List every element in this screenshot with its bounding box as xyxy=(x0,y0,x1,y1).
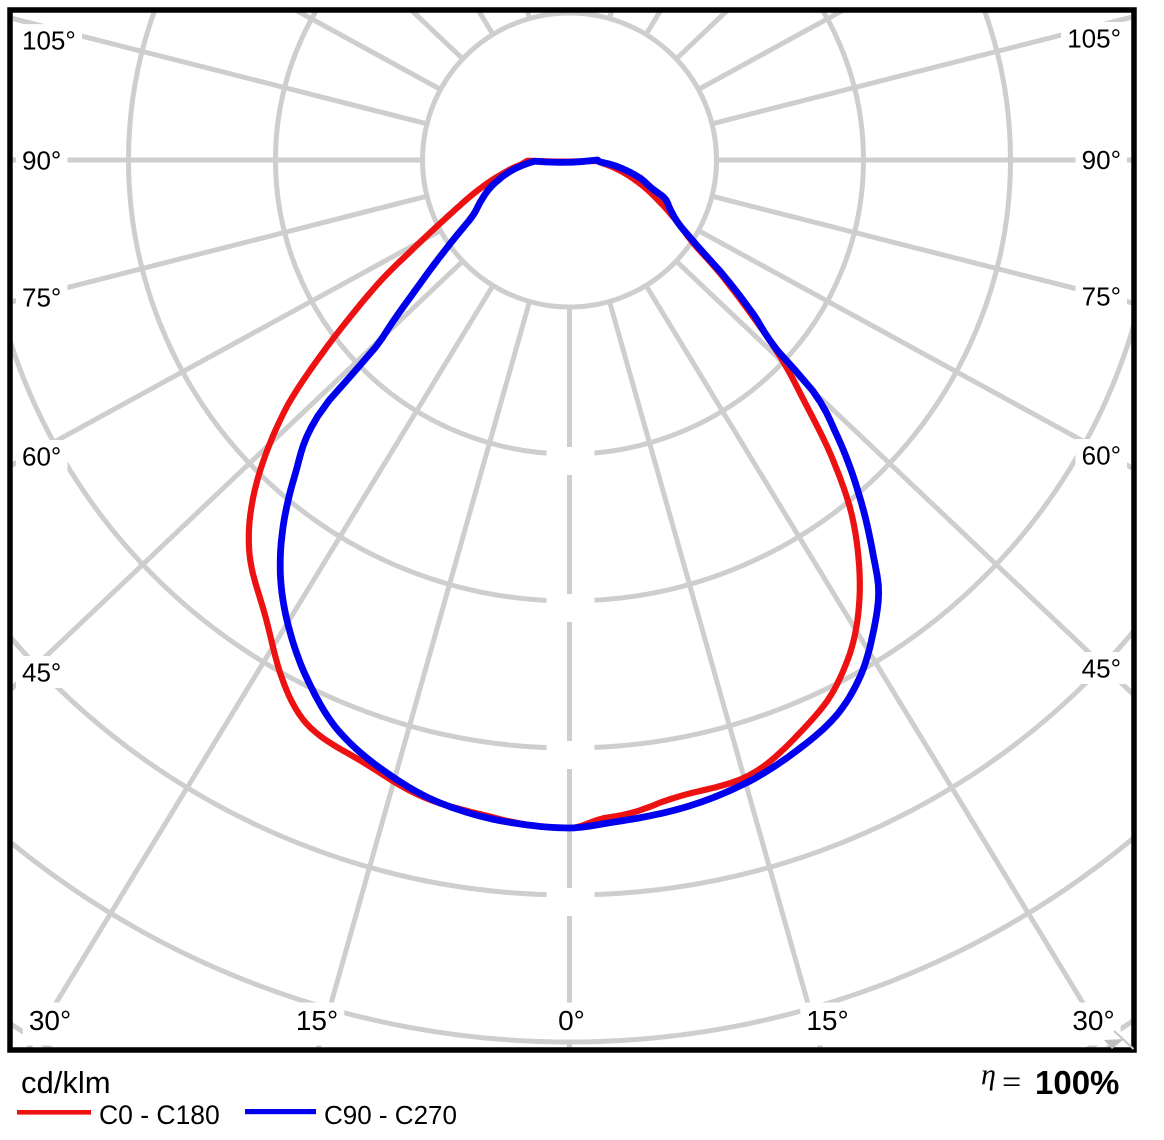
svg-text:η: η xyxy=(981,1058,996,1091)
svg-text:30°: 30° xyxy=(1072,1005,1114,1036)
svg-text:=: = xyxy=(1002,1064,1021,1101)
svg-text:60°: 60° xyxy=(1082,440,1121,470)
svg-text:90°: 90° xyxy=(1082,145,1121,175)
svg-text:45°: 45° xyxy=(22,657,61,687)
svg-text:0°: 0° xyxy=(558,1005,585,1036)
svg-text:105°: 105° xyxy=(1067,23,1121,53)
svg-text:cd/klm: cd/klm xyxy=(21,1065,111,1100)
svg-text:15°: 15° xyxy=(806,1005,848,1036)
svg-text:15°: 15° xyxy=(296,1005,338,1036)
svg-text:30°: 30° xyxy=(29,1005,71,1036)
svg-text:90°: 90° xyxy=(22,145,61,175)
svg-text:105°: 105° xyxy=(22,25,76,55)
svg-text:75°: 75° xyxy=(1082,281,1121,311)
svg-text:75°: 75° xyxy=(22,282,61,312)
svg-text:C0 - C180: C0 - C180 xyxy=(99,1100,220,1130)
svg-text:45°: 45° xyxy=(1082,653,1121,683)
svg-text:60°: 60° xyxy=(22,441,61,471)
svg-text:100%: 100% xyxy=(1035,1064,1119,1101)
svg-text:C90 - C270: C90 - C270 xyxy=(324,1100,457,1130)
